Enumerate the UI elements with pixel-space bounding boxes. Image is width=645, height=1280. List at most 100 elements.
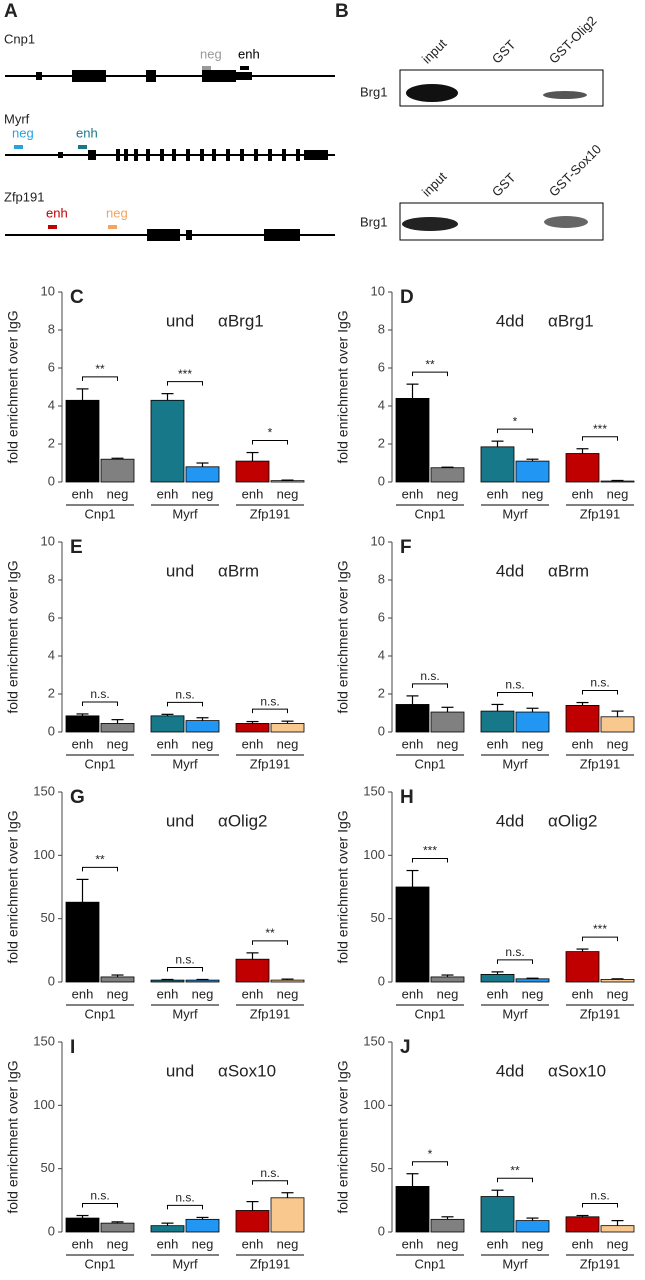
group-label: Cnp1 <box>84 1256 115 1271</box>
significance-bracket <box>412 371 448 377</box>
bar <box>395 397 430 483</box>
probe <box>240 66 249 70</box>
y-tick-label: 8 <box>48 321 55 336</box>
significance: * <box>268 426 273 440</box>
significance: n.s. <box>590 676 609 690</box>
significance-bracket <box>582 690 618 695</box>
gene-name: Zfp191 <box>4 189 44 204</box>
significance: n.s. <box>590 1189 609 1203</box>
condition: und <box>166 311 194 330</box>
bar <box>480 446 515 483</box>
y-axis-label: fold enrichment over IgG <box>335 560 351 713</box>
condition: und <box>166 1061 194 1080</box>
bar <box>65 901 100 983</box>
bar <box>270 979 305 983</box>
antibody: αBrg1 <box>548 311 594 330</box>
significance: n.s. <box>420 669 439 683</box>
bar <box>565 705 600 733</box>
probe-label: enh <box>46 205 68 220</box>
group-label: Cnp1 <box>414 1006 445 1021</box>
bar <box>565 951 600 983</box>
antibody: αBrm <box>548 561 589 580</box>
band <box>406 84 458 102</box>
probe-label: enh <box>238 46 260 61</box>
x-tick-label: neg <box>607 486 629 501</box>
band <box>544 216 588 228</box>
protein-label: Brg1 <box>360 214 387 229</box>
x-tick-label: enh <box>402 1236 424 1251</box>
x-tick-label: neg <box>192 486 214 501</box>
antibody: αSox10 <box>548 1061 606 1080</box>
y-tick-label: 2 <box>378 685 385 700</box>
y-tick-label: 0 <box>378 473 385 488</box>
significance: n.s. <box>175 1191 194 1205</box>
x-tick-label: neg <box>192 736 214 751</box>
bar <box>235 1210 270 1233</box>
x-tick-label: enh <box>487 1236 509 1251</box>
group-label: Zfp191 <box>250 1256 290 1271</box>
bar <box>395 1186 430 1233</box>
panel-label: I <box>70 1037 75 1058</box>
y-axis-label: fold enrichment over IgG <box>335 310 351 463</box>
significance: ** <box>95 853 105 867</box>
significance-bracket <box>497 691 533 697</box>
antibody: αSox10 <box>218 1061 276 1080</box>
x-tick-label: enh <box>72 986 94 1001</box>
bar <box>515 1220 550 1233</box>
significance: n.s. <box>90 687 109 701</box>
significance-bracket <box>497 1177 533 1183</box>
bar <box>515 978 550 983</box>
bar <box>185 720 220 733</box>
x-tick-label: neg <box>277 486 299 501</box>
y-tick-label: 6 <box>378 359 385 374</box>
group-label: Zfp191 <box>250 506 290 521</box>
bar <box>480 974 515 983</box>
significance: ** <box>510 1163 520 1177</box>
bar <box>270 480 305 483</box>
condition: 4dd <box>496 811 524 830</box>
bar <box>600 1225 635 1233</box>
x-tick-label: enh <box>157 736 179 751</box>
y-axis-label: fold enrichment over IgG <box>5 310 21 463</box>
x-tick-label: neg <box>277 986 299 1001</box>
y-axis-label: fold enrichment over IgG <box>5 810 21 963</box>
significance-bracket <box>252 440 288 445</box>
x-tick-label: neg <box>522 1236 544 1251</box>
significance: *** <box>423 844 437 858</box>
y-tick-label: 4 <box>48 647 55 662</box>
gene-name: Cnp1 <box>4 31 35 46</box>
x-tick-label: neg <box>277 736 299 751</box>
probe-label: enh <box>76 125 98 140</box>
significance-bracket <box>582 436 618 441</box>
y-tick-label: 0 <box>378 723 385 738</box>
y-tick-label: 2 <box>378 435 385 450</box>
y-tick-label: 50 <box>371 910 385 925</box>
bar <box>515 460 550 483</box>
bar <box>150 1225 185 1233</box>
x-tick-label: neg <box>607 736 629 751</box>
y-tick-label: 50 <box>41 1160 55 1175</box>
x-tick-label: enh <box>72 486 94 501</box>
significance: n.s. <box>505 678 524 692</box>
probe <box>202 66 211 70</box>
lane-label: GST <box>489 170 519 200</box>
y-tick-label: 0 <box>48 723 55 738</box>
bar <box>600 480 635 483</box>
bar <box>235 723 270 733</box>
group-label: Zfp191 <box>250 756 290 771</box>
y-tick-label: 50 <box>41 910 55 925</box>
x-tick-label: enh <box>72 1236 94 1251</box>
significance-bracket <box>167 966 203 972</box>
x-tick-label: neg <box>437 736 459 751</box>
significance-bracket <box>82 376 118 381</box>
lane-label: input <box>419 36 450 67</box>
x-tick-label: enh <box>157 986 179 1001</box>
y-tick-label: 150 <box>33 783 55 798</box>
lane-label: input <box>419 169 450 200</box>
y-tick-label: 6 <box>48 609 55 624</box>
panel-label: J <box>400 1037 411 1058</box>
group-label: Myrf <box>502 1256 528 1271</box>
probes: neg enh neg enh enh neg <box>12 46 260 229</box>
